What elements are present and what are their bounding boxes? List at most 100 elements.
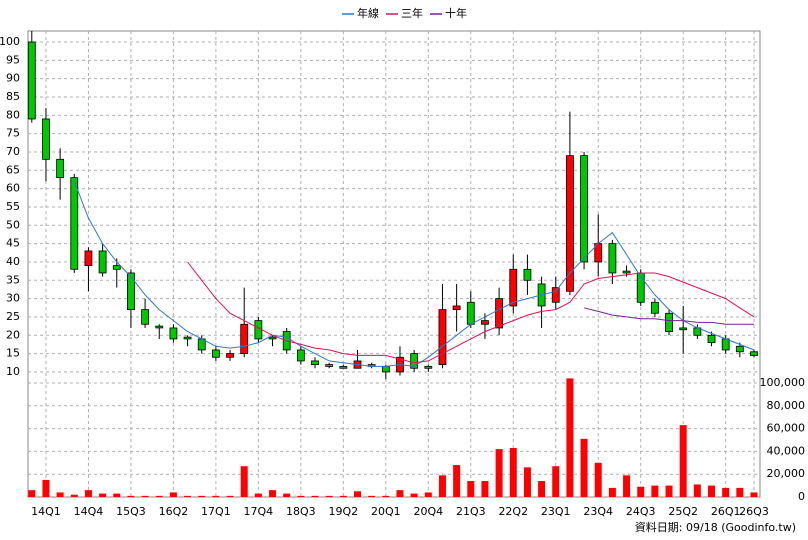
candle-body (325, 364, 334, 367)
x-tick-label: 17Q4 (244, 505, 274, 518)
volume-bar (283, 493, 291, 497)
volume-bar (679, 425, 687, 497)
y2-tick-label: 100,000 (760, 376, 806, 389)
candle-body (495, 298, 504, 329)
candle-body (566, 155, 574, 292)
x-tick-label: 24Q3 (626, 505, 656, 518)
candle-body (112, 265, 121, 270)
x-tick-label: 14Q1 (31, 505, 61, 518)
candle-body (466, 301, 475, 325)
volume-bar (56, 492, 64, 497)
candle-body (551, 287, 560, 303)
candle-body (679, 327, 688, 331)
candle-body (226, 353, 234, 358)
volume-bar (538, 481, 546, 497)
candle-body (42, 118, 50, 160)
y-tick-label: 15 (6, 347, 20, 360)
volume-bar (113, 493, 121, 497)
data-date-note: 資料日期: 09/18 (Goodinfo.tw) (635, 520, 796, 534)
volume-bar (410, 493, 418, 497)
x-tick-label: 20Q4 (413, 505, 443, 518)
x-tick-label: 15Q3 (116, 505, 146, 518)
volume-bar (594, 462, 602, 497)
volume-bar (722, 487, 730, 497)
volume-bar (169, 492, 177, 497)
x-tick-label: 19Q2 (329, 505, 359, 518)
volume-bar (70, 494, 78, 497)
volume-bar (325, 495, 333, 497)
legend-label: 三年 (401, 6, 423, 20)
candle-body (211, 349, 220, 358)
candle-body (268, 336, 277, 340)
x-tick-label: 23Q4 (583, 505, 613, 518)
volume-bar (623, 475, 631, 497)
volume-bar (212, 495, 220, 497)
volume-bar (566, 378, 574, 497)
moving-average-line (187, 261, 755, 364)
candle-body (155, 325, 164, 329)
candle-body (410, 353, 419, 369)
candle-body (70, 177, 79, 270)
y-tick-label: 95 (6, 53, 20, 66)
y-tick-label: 25 (6, 310, 20, 323)
volume-bar (396, 490, 404, 497)
x-tick-label: 14Q4 (74, 505, 104, 518)
y-tick-label: 20 (6, 328, 20, 341)
volume-bar (651, 485, 659, 497)
y-tick-label: 90 (6, 72, 20, 85)
volume-bar (240, 466, 248, 497)
x-tick-label: 23Q1 (541, 505, 571, 518)
volume-bar (467, 481, 475, 497)
volume-bar (637, 486, 645, 497)
volume-bar (382, 495, 390, 497)
candle-body (523, 268, 532, 281)
volume-bar (84, 490, 92, 497)
candle-body (665, 312, 673, 333)
y-tick-label: 40 (6, 255, 20, 268)
volume-bar (750, 492, 758, 497)
candle-body (84, 250, 93, 267)
volume-bar (254, 493, 262, 497)
y-tick-label: 80 (6, 108, 20, 121)
candle-body (254, 320, 263, 340)
volume-bar (453, 465, 461, 497)
candle-body (296, 349, 305, 362)
x-tick-label: 16Q2 (159, 505, 189, 518)
volume-bar (523, 467, 531, 497)
x-tick-label: 25Q2 (668, 505, 698, 518)
candle-body (311, 360, 319, 366)
y-tick-label: 30 (6, 292, 20, 305)
volume-bar (269, 490, 277, 497)
candle-body (27, 41, 36, 120)
candle-body (56, 158, 65, 179)
x-tick-label: 26Q1 (711, 505, 741, 518)
volume-bar (708, 485, 716, 497)
y-tick-label: 55 (6, 200, 20, 213)
candle-body (750, 351, 758, 356)
candle-body (339, 366, 348, 369)
volume-bar (353, 491, 361, 497)
y-tick-label: 35 (6, 273, 20, 286)
candle-body (438, 309, 447, 366)
moving-average-line (73, 181, 755, 367)
y-tick-label: 100 (0, 35, 20, 48)
y-tick-label: 70 (6, 145, 20, 158)
volume-bar (127, 495, 135, 497)
volume-bar (297, 495, 305, 497)
volume-bar (155, 495, 163, 497)
candle-body (98, 250, 107, 274)
candle-body (183, 336, 192, 340)
candle-body (169, 327, 178, 340)
candle-body (424, 366, 433, 369)
candle-body (608, 243, 617, 274)
candle-body (127, 272, 135, 311)
y-tick-label: 45 (6, 237, 20, 250)
volume-bar (311, 495, 319, 497)
moving-average-line (583, 307, 754, 325)
legend-label: 十年 (445, 6, 467, 20)
candle-body (580, 155, 588, 263)
candle-body (707, 334, 716, 344)
volume-bar (198, 495, 206, 497)
